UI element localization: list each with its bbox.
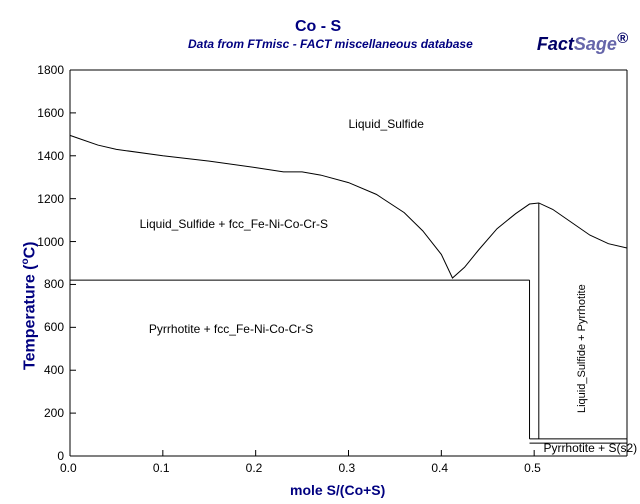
y-tick-label: 1400 [37,149,64,163]
x-tick-label: 0.4 [431,461,448,475]
region-label: Pyrrhotite + fcc_Fe-Ni-Co-Cr-S [149,322,313,336]
x-tick-label: 0.0 [60,461,77,475]
y-tick-label: 1200 [37,192,64,206]
y-tick-label: 1600 [37,106,64,120]
y-tick-label: 600 [44,320,64,334]
y-tick-label: 800 [44,277,64,291]
region-label: Liquid_Sulfide [349,117,424,131]
y-tick-label: 400 [44,363,64,377]
region-label: Liquid_Sulfide + fcc_Fe-Ni-Co-Cr-S [140,217,328,231]
y-tick-label: 1800 [37,63,64,77]
phase-diagram-plot [0,0,640,504]
x-tick-label: 0.3 [339,461,356,475]
region-label: Pyrrhotite + S(s2) [543,441,637,455]
y-tick-label: 1000 [37,235,64,249]
region-label-vertical: Liquid_Sulfide + Pyrrhotite [576,284,588,413]
x-tick-label: 0.1 [153,461,170,475]
y-tick-label: 200 [44,406,64,420]
x-tick-label: 0.2 [246,461,263,475]
x-tick-label: 0.5 [524,461,541,475]
